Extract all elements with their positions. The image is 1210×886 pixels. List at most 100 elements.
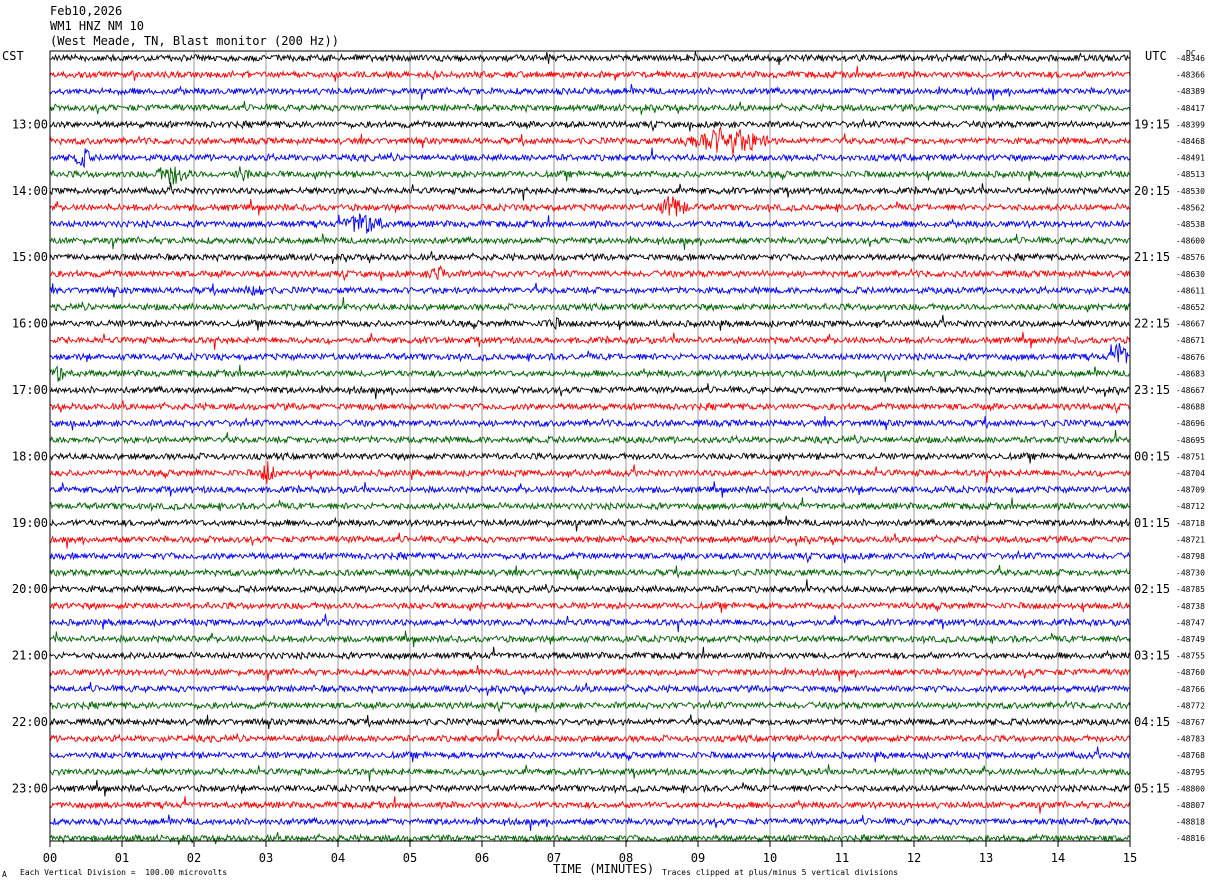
trace-row bbox=[49, 814, 1131, 831]
dc-offset-label: -48630 bbox=[1176, 270, 1205, 279]
dc-offset-label: -48346 bbox=[1176, 54, 1205, 63]
dc-offset-label: -48652 bbox=[1176, 303, 1205, 312]
trace-row bbox=[49, 564, 1131, 580]
dc-offset-label: -48721 bbox=[1176, 535, 1205, 544]
x-tick-label: 15 bbox=[1123, 851, 1137, 865]
x-tick-label: 14 bbox=[1051, 851, 1065, 865]
left-hour-label: 15:00 bbox=[12, 250, 48, 264]
dc-offset-label: -48611 bbox=[1176, 286, 1205, 295]
dc-offset-label: -48785 bbox=[1176, 585, 1205, 594]
trace-row bbox=[49, 481, 1131, 498]
right-hour-label: 22:15 bbox=[1134, 317, 1170, 331]
dc-offset-label: -48468 bbox=[1176, 137, 1205, 146]
x-axis-ticks: 00 01 02 03 04 05 06 07 08 09 10 11 12 13 14 15 bbox=[43, 841, 1137, 865]
trace-row bbox=[49, 182, 1131, 201]
dc-offset-label: -48671 bbox=[1176, 336, 1205, 345]
dc-offset-label: -48749 bbox=[1176, 635, 1205, 644]
trace-row bbox=[49, 646, 1131, 661]
dc-offset-label: -48513 bbox=[1176, 170, 1205, 179]
dc-offset-label: -48751 bbox=[1176, 452, 1205, 461]
dc-offset-label: -48696 bbox=[1176, 419, 1205, 428]
trace-row bbox=[49, 613, 1131, 633]
trace-row bbox=[49, 166, 1131, 185]
scale-note: Each Vertical Division = 100.00 microvol… bbox=[20, 868, 228, 877]
grid-lines bbox=[121, 51, 1059, 841]
dc-offset-label: -48676 bbox=[1176, 353, 1205, 362]
trace-row bbox=[49, 51, 1131, 66]
dc-offset-label: -48783 bbox=[1176, 735, 1205, 744]
dc-offset-label: -48747 bbox=[1176, 618, 1205, 627]
plot-frame bbox=[49, 50, 1131, 842]
scale-icon: A bbox=[2, 870, 7, 879]
trace-row bbox=[49, 264, 1131, 282]
right-hour-label: 05:15 bbox=[1134, 781, 1170, 795]
trace-row bbox=[49, 84, 1131, 101]
dc-offset-label: -48709 bbox=[1176, 486, 1205, 495]
dc-offset-label: -48818 bbox=[1176, 818, 1205, 827]
trace-row bbox=[49, 665, 1131, 682]
trace-row bbox=[49, 796, 1131, 814]
dc-offset-label: -48576 bbox=[1176, 253, 1205, 262]
left-hour-label: 16:00 bbox=[12, 317, 48, 331]
left-timezone-label: CST bbox=[2, 49, 24, 63]
x-tick-label: 10 bbox=[763, 851, 777, 865]
trace-row bbox=[49, 630, 1131, 648]
dc-offset-label: -48730 bbox=[1176, 569, 1205, 578]
right-timezone-label: UTC bbox=[1145, 49, 1167, 63]
x-tick-label: 03 bbox=[259, 851, 273, 865]
trace-row bbox=[49, 600, 1131, 613]
right-hour-label: 00:15 bbox=[1134, 449, 1170, 463]
dc-offset-label: -48807 bbox=[1176, 801, 1205, 810]
trace-row bbox=[49, 213, 1131, 234]
trace-row bbox=[49, 497, 1131, 512]
x-tick-label: 12 bbox=[907, 851, 921, 865]
dc-offset-label: -48798 bbox=[1176, 552, 1205, 561]
dc-offset-label: -48738 bbox=[1176, 602, 1205, 611]
trace-row bbox=[49, 682, 1130, 696]
trace-row bbox=[49, 342, 1130, 364]
dc-offset-label: -48718 bbox=[1176, 519, 1205, 528]
traces bbox=[49, 51, 1131, 846]
dc-offset-label: -48667 bbox=[1176, 320, 1205, 329]
x-tick-label: 09 bbox=[691, 851, 705, 865]
dc-offset-label: -48800 bbox=[1176, 784, 1205, 793]
trace-row bbox=[49, 714, 1131, 729]
dc-offset-label: -48772 bbox=[1176, 701, 1205, 710]
left-hour-label: 18:00 bbox=[12, 449, 48, 463]
dc-offset-label: -48755 bbox=[1176, 652, 1205, 661]
right-hour-label: 02:15 bbox=[1134, 582, 1170, 596]
trace-row bbox=[49, 101, 1131, 115]
right-hour-label: 03:15 bbox=[1134, 649, 1170, 663]
trace-row bbox=[49, 282, 1131, 298]
dc-offset-label: -48712 bbox=[1176, 502, 1205, 511]
trace-row bbox=[49, 532, 1131, 549]
x-tick-label: 05 bbox=[403, 851, 417, 865]
dc-offset-label: -48667 bbox=[1176, 386, 1205, 395]
trace-row bbox=[49, 699, 1131, 714]
dc-offset-label: -48538 bbox=[1176, 220, 1205, 229]
dc-offset-label: -48530 bbox=[1176, 187, 1205, 196]
trace-row bbox=[49, 832, 1131, 846]
trace-row bbox=[49, 364, 1131, 383]
dc-offset-label: -48366 bbox=[1176, 71, 1205, 80]
trace-row bbox=[49, 416, 1131, 431]
dc-offset-label: -48417 bbox=[1176, 104, 1205, 113]
dc-offset-label: -48816 bbox=[1176, 834, 1205, 843]
dc-offset-label: -48768 bbox=[1176, 751, 1205, 760]
trace-row bbox=[49, 461, 1131, 484]
dc-offset-label: -48767 bbox=[1176, 718, 1205, 727]
x-tick-label: 13 bbox=[979, 851, 993, 865]
dc-offset-label: -48760 bbox=[1176, 668, 1205, 677]
x-tick-label: 01 bbox=[115, 851, 129, 865]
trace-row bbox=[49, 314, 1131, 331]
dc-offset-label: -48704 bbox=[1176, 469, 1205, 478]
x-tick-label: 00 bbox=[43, 851, 57, 865]
trace-row bbox=[49, 549, 1131, 564]
trace-row bbox=[49, 65, 1131, 82]
trace-row bbox=[49, 125, 1131, 155]
x-tick-label: 08 bbox=[619, 851, 633, 865]
trace-row bbox=[49, 515, 1131, 532]
x-tick-label: 07 bbox=[547, 851, 561, 865]
trace-row bbox=[49, 746, 1131, 763]
x-tick-label: 04 bbox=[331, 851, 345, 865]
